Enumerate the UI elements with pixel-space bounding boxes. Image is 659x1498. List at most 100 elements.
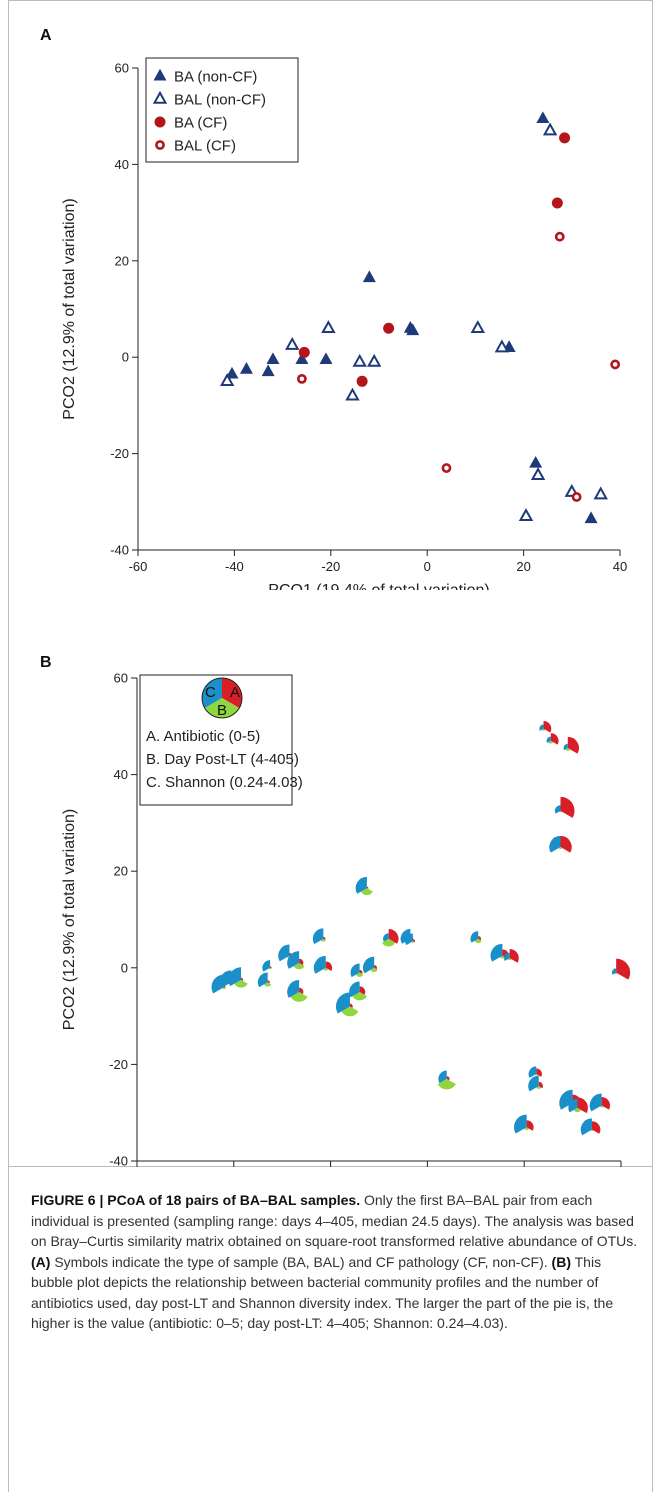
- panel-a-data-point: [321, 320, 336, 334]
- caption-text-2: Symbols indicate the type of sample (BA,…: [50, 1253, 552, 1270]
- panel-b-legend-item: A. Antibiotic (0-5): [146, 728, 260, 745]
- figure-frame: [8, 0, 653, 1492]
- panel-a-data-point: [383, 322, 395, 334]
- panel-b-pie-shannon: [349, 981, 360, 998]
- panel-b-pie-shannon: [350, 963, 360, 978]
- panel-a-x-tick-label: -20: [321, 559, 340, 574]
- panel-a-data-point: [319, 352, 333, 365]
- panel-b-pie-antibiotic: [299, 958, 304, 966]
- caption-ref-a: (A): [31, 1253, 51, 1270]
- panel-a-x-tick-label: 40: [613, 559, 627, 574]
- panel-b-y-tick-label: 0: [121, 960, 128, 975]
- panel-b-pie-shannon: [287, 980, 300, 998]
- panel-b-pie-antibiotic: [601, 1097, 611, 1110]
- panel-b-pie-day-post-lt: [323, 967, 329, 971]
- panel-b-pie-day-post-lt: [360, 888, 373, 896]
- panel-a-data-point: [285, 336, 300, 350]
- panel-a-data-point: [225, 366, 239, 379]
- panel-b-pie-antibiotic: [543, 721, 552, 733]
- panel-b-pie-day-post-lt: [290, 991, 308, 1002]
- figure-caption: FIGURE 6 | PCoA of 18 pairs of BA–BAL sa…: [31, 1190, 641, 1334]
- panel-b-pie-antibiotic: [323, 936, 326, 940]
- panel-a-y-tick-label: 60: [115, 61, 129, 76]
- panel-b-pie-shannon: [589, 1093, 602, 1112]
- panel-b-pie-shannon: [563, 743, 568, 751]
- panel-b-pie-shannon: [219, 970, 232, 989]
- top-rule: [8, 0, 652, 1]
- panel-a-x-tick-label: -60: [129, 559, 148, 574]
- panel-b-pie-antibiotic: [349, 1003, 353, 1008]
- panel-b-pie-shannon: [355, 876, 367, 894]
- panel-a-data-point: [296, 373, 307, 384]
- panel-b-pie-shannon: [546, 736, 551, 743]
- caption-heading: FIGURE 6 | PCoA of 18 pairs of BA–BAL sa…: [31, 1192, 361, 1208]
- panel-b-pie-day-post-lt: [614, 972, 618, 975]
- panel-a-y-tick-label: 0: [122, 350, 129, 365]
- panel-b-pie-shannon: [539, 724, 544, 731]
- panel-a-y-axis-title: PCO2 (12.9% of total variation): [61, 198, 78, 419]
- panel-b-pie-shannon: [438, 1070, 447, 1084]
- panel-b-pie-shannon: [257, 972, 268, 988]
- panel-b-pie-day-post-lt: [222, 987, 226, 990]
- panel-b-pie-antibiotic: [241, 977, 244, 981]
- panel-a-legend-box: [145, 57, 299, 163]
- panel-a-x-axis-title: PCO1 (19.4% of total variation): [268, 582, 489, 590]
- panel-a-legend-marker: [154, 116, 166, 128]
- panel-b-pie-antibiotic: [412, 939, 415, 943]
- panel-a-data-point: [362, 270, 376, 283]
- panel-b-pie-day-post-lt: [559, 810, 562, 813]
- panel-b-legend-item: C. Shannon (0.24-4.03): [146, 774, 303, 791]
- panel-b-legend-key-a: A: [230, 684, 240, 701]
- panel-b-pie-shannon: [611, 968, 617, 975]
- panel-b-pie-antibiotic: [267, 980, 270, 984]
- panel-b-pie-day-post-lt: [548, 740, 554, 744]
- panel-a-data-point: [554, 231, 565, 242]
- panel-b-pie-antibiotic: [388, 929, 399, 944]
- panel-a-data-point: [529, 455, 543, 468]
- panel-b-pie-shannon: [568, 1098, 578, 1113]
- panel-a-data-point: [239, 361, 253, 374]
- panel-a-data-point: [536, 111, 550, 124]
- panel-b-pie-day-post-lt: [370, 967, 378, 973]
- panel-b-pie-day-post-lt: [411, 941, 415, 943]
- caption-text-3: This bubble plot depicts the relationshi…: [31, 1253, 614, 1332]
- panel-a-panel-label: A: [40, 27, 52, 44]
- panel-b-pie-day-post-lt: [382, 938, 396, 947]
- panel-a-legend-label: BA (CF): [174, 115, 227, 132]
- panel-a-legend-label: BAL (non-CF): [174, 92, 266, 109]
- panel-b-pie-antibiotic: [299, 987, 304, 995]
- panel-b-y-tick-label: -40: [109, 1154, 128, 1169]
- panel-b-pie-antibiotic: [560, 796, 575, 818]
- panel-b-legend-pie-b: [204, 698, 240, 718]
- panel-a-data-point: [551, 197, 563, 209]
- panel-b-pie-day-post-lt: [356, 972, 364, 977]
- panel-a-data-point: [366, 353, 382, 367]
- panel-b-pie-day-post-lt: [437, 1078, 456, 1090]
- panel-b-pie-day-post-lt: [293, 962, 305, 970]
- panel-b-pie-shannon: [528, 1075, 539, 1092]
- panel-b-pie-shannon: [362, 956, 375, 974]
- panel-b-pie-shannon: [549, 835, 561, 853]
- panel-a-data-point: [470, 320, 486, 334]
- panel-b-pie-shannon: [504, 952, 510, 961]
- panel-a-data-point: [494, 339, 510, 353]
- panel-b-pie-shannon: [312, 928, 324, 945]
- panel-b-y-tick-label: 40: [114, 767, 128, 782]
- panel-a-y-tick-label: 40: [115, 157, 129, 172]
- panel-a-y-tick-label: 20: [115, 253, 129, 268]
- panel-b-pie-day-post-lt: [590, 1129, 594, 1132]
- panel-b-y-tick-label: 20: [114, 864, 128, 879]
- panel-b-pie-shannon: [514, 1114, 527, 1134]
- panel-b-pie-antibiotic: [359, 969, 363, 975]
- panel-b-pie-antibiotic: [366, 886, 369, 889]
- panel-b-pie-antibiotic: [560, 835, 572, 853]
- panel-b-pie-antibiotic: [325, 961, 333, 971]
- panel-a-data-point: [356, 375, 368, 387]
- panel-b-pie-day-post-lt: [352, 991, 367, 1001]
- panel-b-pie-antibiotic: [270, 966, 272, 969]
- panel-b-pie-antibiotic: [536, 1068, 542, 1077]
- panel-b-pie-antibiotic: [577, 1097, 588, 1114]
- panel-a-data-point: [571, 492, 582, 502]
- panel-b-pie-shannon: [490, 943, 503, 962]
